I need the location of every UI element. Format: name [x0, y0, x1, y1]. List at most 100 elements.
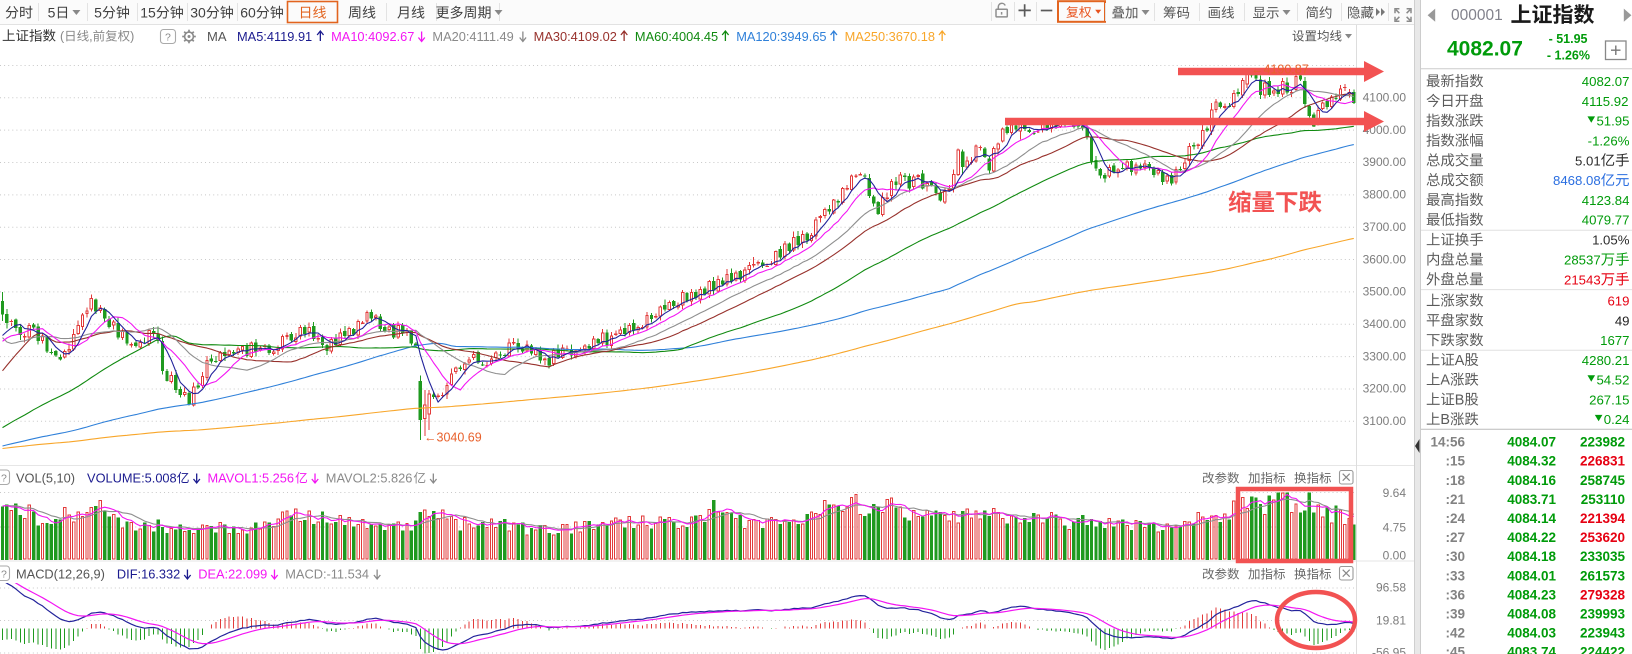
svg-text:233035: 233035	[1580, 549, 1626, 564]
svg-text:4084.22: 4084.22	[1507, 530, 1556, 545]
svg-text:3100.00: 3100.00	[1363, 414, 1407, 428]
svg-text:4084.08: 4084.08	[1507, 607, 1556, 622]
svg-text:4079.77: 4079.77	[1582, 213, 1630, 228]
svg-text:239993: 239993	[1580, 607, 1626, 622]
svg-text:4084.14: 4084.14	[1507, 511, 1556, 526]
svg-text:221394: 221394	[1580, 511, 1626, 526]
svg-text:VOLUME:5.008: VOLUME:5.008	[87, 471, 177, 486]
svg-text:224422: 224422	[1580, 645, 1625, 654]
svg-text:3500.00: 3500.00	[1363, 285, 1407, 299]
svg-text:19.81: 19.81	[1376, 613, 1406, 627]
svg-text::42: :42	[1445, 626, 1465, 641]
svg-text:5: 5	[48, 5, 56, 21]
svg-text:51.95: 51.95	[1596, 114, 1629, 129]
svg-text:3200.00: 3200.00	[1363, 382, 1407, 396]
svg-text:←3040.69: ←3040.69	[424, 431, 482, 445]
svg-text:4084.32: 4084.32	[1507, 454, 1556, 469]
svg-text:0.00: 0.00	[1383, 549, 1407, 563]
svg-text:MA250:3670.18: MA250:3670.18	[845, 29, 935, 44]
svg-text::30: :30	[1445, 549, 1465, 564]
svg-text:MA5:4119.91: MA5:4119.91	[237, 29, 312, 44]
svg-text:1677: 1677	[1600, 333, 1629, 348]
svg-text:A: A	[1455, 353, 1465, 369]
svg-text:4083.74: 4083.74	[1507, 645, 1556, 654]
svg-text:267.15: 267.15	[1589, 392, 1629, 407]
svg-text:DIF:16.332: DIF:16.332	[117, 567, 180, 582]
svg-text:4082.07: 4082.07	[1447, 38, 1523, 61]
svg-text:5: 5	[94, 5, 102, 21]
svg-text::39: :39	[1445, 607, 1465, 622]
svg-text:223943: 223943	[1580, 626, 1626, 641]
svg-text::45: :45	[1445, 645, 1465, 654]
svg-text:54.52: 54.52	[1596, 373, 1629, 388]
svg-text:253620: 253620	[1580, 530, 1625, 545]
svg-text:MACD:-11.534: MACD:-11.534	[285, 567, 369, 582]
svg-text::15: :15	[1445, 454, 1465, 469]
svg-text:30: 30	[190, 5, 206, 21]
svg-text:-1.26%: -1.26%	[1588, 134, 1630, 149]
svg-text:619: 619	[1607, 294, 1629, 309]
svg-text:14:56: 14:56	[1430, 435, 1465, 450]
svg-text:MA20:4111.49: MA20:4111.49	[432, 29, 513, 44]
svg-text:(: (	[60, 30, 65, 44]
svg-text:MA120:3949.65: MA120:3949.65	[736, 29, 826, 44]
svg-text:3800.00: 3800.00	[1363, 188, 1407, 202]
svg-text:49: 49	[1615, 313, 1630, 328]
svg-text:4115.92: 4115.92	[1582, 94, 1629, 109]
svg-text:MA60:4004.45: MA60:4004.45	[635, 29, 718, 44]
svg-text::36: :36	[1445, 587, 1465, 602]
svg-text:0.24: 0.24	[1604, 412, 1630, 427]
svg-text:258745: 258745	[1580, 473, 1626, 488]
svg-text:4084.01: 4084.01	[1507, 568, 1556, 583]
svg-text:- 51.95: - 51.95	[1549, 32, 1588, 46]
svg-text:MAVOL2:5.826: MAVOL2:5.826	[326, 471, 413, 486]
svg-text:,: ,	[89, 30, 92, 44]
svg-text:9.64: 9.64	[1383, 486, 1407, 500]
svg-text:1.05%: 1.05%	[1592, 233, 1630, 248]
svg-text:4084.16: 4084.16	[1507, 473, 1556, 488]
svg-text:VOL(5,10): VOL(5,10)	[16, 471, 75, 486]
svg-text:MA10:4092.67: MA10:4092.67	[331, 29, 414, 44]
svg-text::24: :24	[1445, 511, 1465, 526]
svg-text:MACD(12,26,9): MACD(12,26,9)	[16, 567, 105, 582]
svg-text:000001: 000001	[1451, 7, 1503, 24]
svg-text:226831: 226831	[1580, 454, 1626, 469]
svg-text:B: B	[1440, 412, 1450, 428]
svg-text:4084.07: 4084.07	[1507, 435, 1556, 450]
svg-text:MA30:4109.02: MA30:4109.02	[534, 29, 617, 44]
svg-text::33: :33	[1445, 568, 1465, 583]
svg-text:3900.00: 3900.00	[1363, 155, 1407, 169]
svg-text:28537: 28537	[1564, 253, 1601, 268]
svg-text:?: ?	[1, 569, 7, 581]
svg-text:8468.08: 8468.08	[1553, 173, 1601, 188]
svg-text:279328: 279328	[1580, 587, 1626, 602]
svg-text:A: A	[1440, 373, 1450, 389]
svg-text:253110: 253110	[1581, 492, 1625, 507]
svg-text:261573: 261573	[1580, 568, 1626, 583]
svg-text::21: :21	[1445, 492, 1465, 507]
svg-text:B: B	[1455, 392, 1465, 408]
svg-text:4082.07: 4082.07	[1582, 74, 1630, 89]
svg-text:15: 15	[140, 5, 156, 21]
svg-text:DEA:22.099: DEA:22.099	[198, 567, 267, 582]
svg-text:3400.00: 3400.00	[1363, 317, 1407, 331]
svg-text:3600.00: 3600.00	[1363, 252, 1407, 266]
svg-text:-56.95: -56.95	[1372, 646, 1406, 654]
svg-text:4123.84: 4123.84	[1582, 193, 1630, 208]
svg-text:3700.00: 3700.00	[1363, 220, 1407, 234]
svg-text:4084.23: 4084.23	[1507, 587, 1556, 602]
svg-text:223982: 223982	[1580, 435, 1625, 450]
svg-text:4.75: 4.75	[1383, 520, 1407, 534]
svg-text:4100.00: 4100.00	[1363, 91, 1407, 105]
svg-text:21543: 21543	[1564, 272, 1601, 287]
svg-text:5.01: 5.01	[1575, 153, 1601, 168]
svg-text:4280.21: 4280.21	[1582, 353, 1630, 368]
svg-text:MA: MA	[207, 29, 227, 44]
svg-text:4083.71: 4083.71	[1507, 492, 1556, 507]
svg-text::27: :27	[1445, 530, 1465, 545]
svg-text:): )	[130, 30, 134, 44]
svg-text:MAVOL1:5.256: MAVOL1:5.256	[207, 471, 294, 486]
svg-text:- 1.26%: - 1.26%	[1547, 49, 1590, 63]
svg-text:4084.03: 4084.03	[1507, 626, 1556, 641]
svg-text:60: 60	[240, 5, 256, 21]
